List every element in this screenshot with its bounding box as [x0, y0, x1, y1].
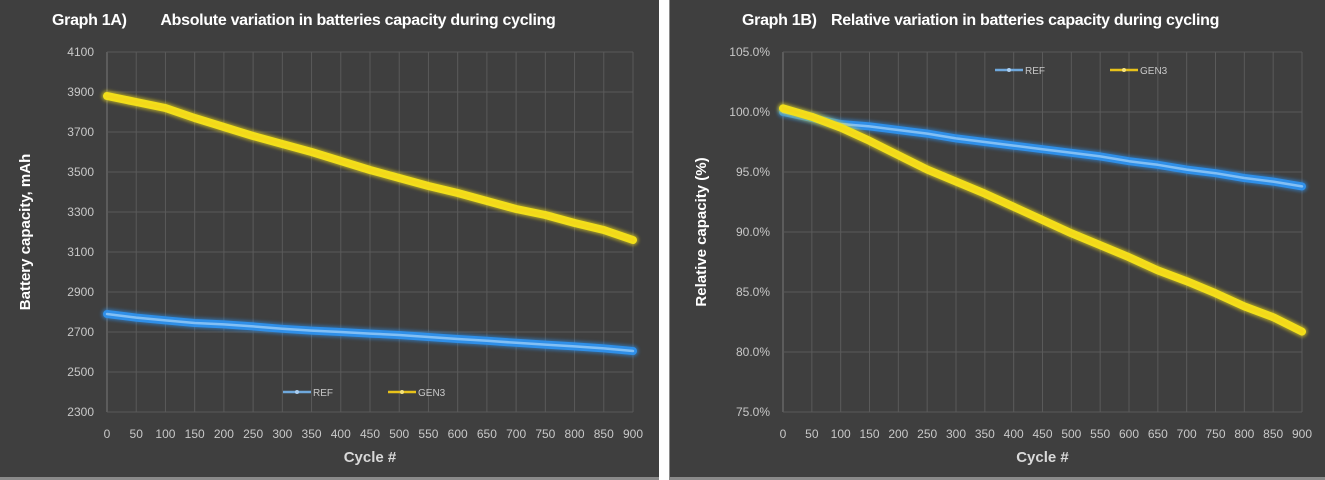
legend-ref-marker	[1007, 68, 1011, 72]
chart-title-relative: Graph 1B) Relative variation in batterie…	[742, 12, 1219, 30]
x-tick-label: 550	[418, 427, 438, 441]
x-tick-label: 600	[448, 427, 468, 441]
x-tick-label: 50	[130, 427, 144, 441]
x-tick-label: 350	[302, 427, 322, 441]
series-ref-core	[105, 312, 635, 353]
x-tick-label: 400	[331, 427, 351, 441]
x-tick-label: 500	[389, 427, 409, 441]
x-tick-label: 850	[594, 427, 614, 441]
y-tick-label: 75.0%	[736, 405, 770, 419]
y-tick-label: 3300	[67, 205, 94, 219]
x-axis-title: Cycle #	[1016, 449, 1069, 466]
x-tick-label: 850	[1263, 427, 1283, 441]
x-tick-label: 650	[477, 427, 497, 441]
series-gen3-core	[781, 106, 1304, 334]
chart-relative-svg: 75.0% 80.0% 85.0% 90.0% 95.0% 100.0% 105.0% 0 50…	[693, 45, 1312, 466]
chart-title-text-1a: Absolute variation in batteries capacity…	[160, 12, 556, 29]
x-tick-label: 0	[780, 427, 787, 441]
x-tick-label: 800	[1234, 427, 1254, 441]
legend-gen3-label: GEN3	[1140, 66, 1168, 77]
y-tick-label: 2300	[67, 405, 94, 419]
x-tick-label: 750	[1205, 427, 1225, 441]
series-gen3-core	[105, 94, 635, 242]
legend-gen3-label: GEN3	[418, 388, 446, 399]
legend-gen3-marker	[1122, 68, 1126, 72]
legend-ref-label: REF	[1025, 66, 1045, 77]
x-tick-label: 700	[1177, 427, 1197, 441]
x-tick-label: 250	[917, 427, 937, 441]
y-tick-label: 95.0%	[736, 165, 770, 179]
x-tick-label: 0	[104, 427, 111, 441]
x-tick-label: 150	[859, 427, 879, 441]
y-tick-label: 90.0%	[736, 225, 770, 239]
x-tick-label: 300	[946, 427, 966, 441]
x-tick-label: 400	[1004, 427, 1024, 441]
y-tick-label: 105.0%	[729, 45, 770, 59]
chart-title-absolute: Graph 1A) Absolute variation in batterie…	[52, 12, 556, 30]
chart-label-1b: Graph 1B)	[742, 12, 817, 29]
x-axis-title: Cycle #	[344, 449, 397, 466]
series-ref-core	[781, 110, 1304, 188]
y-tick-label: 2500	[67, 365, 94, 379]
y-tick-label: 3100	[67, 245, 94, 259]
y-tick-label: 85.0%	[736, 285, 770, 299]
x-tick-label: 650	[1148, 427, 1168, 441]
y-axis-title: Battery capacity, mAh	[17, 154, 34, 310]
x-tick-label: 750	[535, 427, 555, 441]
y-tick-label: 3700	[67, 125, 94, 139]
y-tick-label: 4100	[67, 45, 94, 59]
chart-title-text-1b: Relative variation in batteries capacity…	[830, 12, 1220, 29]
x-tick-label: 900	[623, 427, 643, 441]
x-tick-label: 100	[155, 427, 175, 441]
x-tick-label: 450	[1032, 427, 1052, 441]
x-tick-label: 250	[243, 427, 263, 441]
y-tick-label: 3900	[67, 85, 94, 99]
x-tick-label: 450	[360, 427, 380, 441]
chart-panel-absolute: Graph 1A) Absolute variation in batterie…	[0, 0, 659, 480]
x-tick-label: 150	[185, 427, 205, 441]
y-tick-label: 2900	[67, 285, 94, 299]
chart-label-1a: Graph 1A)	[52, 12, 127, 29]
x-tick-label: 900	[1292, 427, 1312, 441]
chart-absolute-svg: 2300250027002900310033003500370039004100…	[17, 45, 643, 466]
x-tick-label: 200	[888, 427, 908, 441]
x-tick-label: 350	[975, 427, 995, 441]
x-tick-label: 600	[1119, 427, 1139, 441]
x-tick-label: 100	[831, 427, 851, 441]
x-tick-label: 500	[1061, 427, 1081, 441]
y-tick-label: 3500	[67, 165, 94, 179]
x-tick-label: 300	[272, 427, 292, 441]
y-axis-title: Relative capacity (%)	[693, 157, 710, 306]
y-tick-label: 2700	[67, 325, 94, 339]
legend-ref-label: REF	[313, 388, 333, 399]
x-tick-label: 700	[506, 427, 526, 441]
legend-gen3-marker	[400, 390, 404, 394]
x-tick-label: 50	[805, 427, 819, 441]
y-tick-label: 80.0%	[736, 345, 770, 359]
chart-panel-relative: Graph 1B) Relative variation in batterie…	[669, 0, 1325, 480]
y-tick-label: 100.0%	[729, 105, 770, 119]
x-tick-label: 800	[565, 427, 585, 441]
legend-ref-marker	[295, 390, 299, 394]
x-tick-label: 550	[1090, 427, 1110, 441]
x-tick-label: 200	[214, 427, 234, 441]
